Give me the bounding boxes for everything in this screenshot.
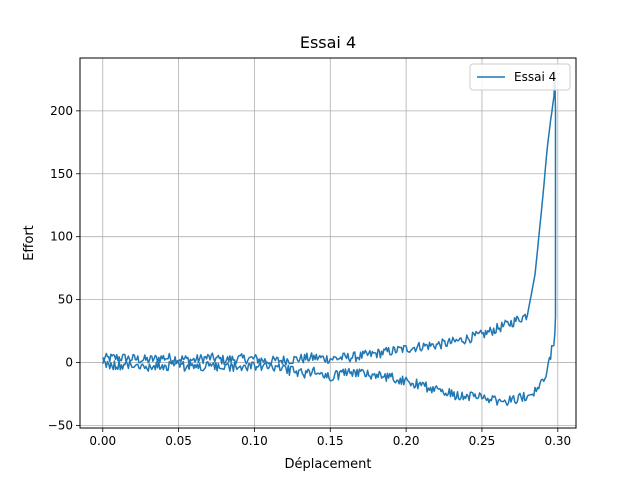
chart-title: Essai 4 bbox=[300, 33, 356, 52]
y-tick-label: 50 bbox=[58, 293, 73, 307]
y-tick-label: −50 bbox=[48, 418, 73, 432]
legend: Essai 4 bbox=[469, 63, 571, 91]
x-tick-label: 0.20 bbox=[393, 434, 420, 448]
y-tick-label: 100 bbox=[50, 230, 73, 244]
x-axis-label: Déplacement bbox=[285, 457, 372, 472]
y-axis-label: Effort bbox=[22, 225, 37, 261]
axes-frame bbox=[79, 57, 577, 429]
x-tick-label: 0.15 bbox=[317, 434, 344, 448]
y-tick-label: 200 bbox=[50, 104, 73, 118]
x-tick-label: 0.05 bbox=[165, 434, 192, 448]
legend-box bbox=[469, 63, 571, 91]
y-tick-label: 150 bbox=[50, 167, 73, 181]
x-tick-label: 0.10 bbox=[241, 434, 268, 448]
legend-label: Essai 4 bbox=[514, 70, 556, 84]
x-axis-ticks: 0.00 0.05 0.10 0.15 0.20 0.25 0.30 bbox=[89, 428, 571, 448]
y-tick-label: 0 bbox=[65, 356, 73, 370]
y-axis-ticks: −50 0 50 100 150 200 bbox=[48, 104, 80, 432]
series-line bbox=[102, 69, 557, 407]
x-tick-label: 0.25 bbox=[469, 434, 496, 448]
grid bbox=[80, 58, 576, 428]
plot-area bbox=[102, 69, 557, 407]
x-tick-label: 0.00 bbox=[89, 434, 116, 448]
x-tick-label: 0.30 bbox=[544, 434, 571, 448]
